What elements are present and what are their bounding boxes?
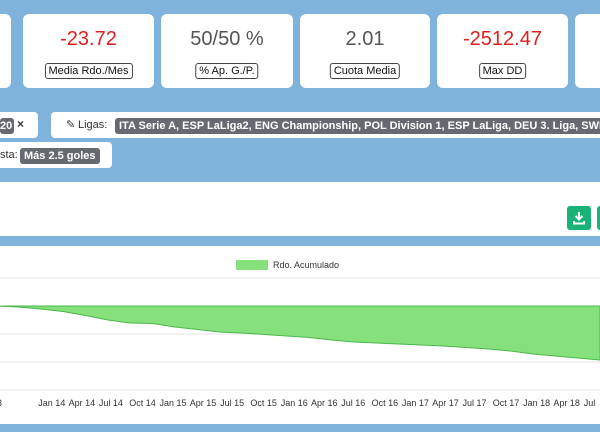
stat-card-media-rdo: -23.72 Media Rdo./Mes xyxy=(23,14,154,88)
pencil-icon[interactable]: ✎ xyxy=(66,119,76,131)
x-tick-label: Jul 15 xyxy=(220,398,244,408)
x-tick-label: Jan 14 xyxy=(38,398,65,408)
filter-chip: 20 xyxy=(0,118,15,134)
stat-label: Max DD xyxy=(478,63,527,79)
x-tick-label: Apr 18 xyxy=(553,398,580,408)
export-button[interactable] xyxy=(597,206,600,230)
area-series-rdo-acumulado xyxy=(0,305,600,361)
stat-value: -2512.47 xyxy=(463,28,542,50)
x-tick-label: Jan 15 xyxy=(160,398,187,408)
stat-card-cuota-media: 2.01 Cuota Media xyxy=(300,14,430,88)
stat-value: 2.01 xyxy=(345,28,385,50)
filter-chip-label: 20 xyxy=(0,120,13,132)
stat-card-partial-right xyxy=(575,14,600,88)
filter-apuesta[interactable]: sta: Más 2.5 goles xyxy=(0,142,112,168)
ligas-label: Ligas: xyxy=(78,119,108,131)
x-tick-label: 3 xyxy=(0,398,2,408)
stat-value: 50/50 % xyxy=(190,28,264,50)
legend-label: Rdo. Acumulado xyxy=(273,260,339,270)
stat-card-partial-left xyxy=(0,14,11,88)
x-tick-label: Jan 16 xyxy=(281,398,308,408)
ligas-chip: ITA Serie A, ESP LaLiga2, ENG Championsh… xyxy=(115,118,600,134)
stat-label: Cuota Media xyxy=(329,63,401,79)
download-button[interactable] xyxy=(567,206,591,230)
chart-toolbar-panel xyxy=(0,182,600,236)
stat-value: -23.72 xyxy=(60,28,117,50)
close-icon[interactable]: × xyxy=(17,117,25,131)
filter-ligas[interactable]: ✎ Ligas: ITA Serie A, ESP LaLiga2, ENG C… xyxy=(51,112,600,138)
apuesta-label: sta: xyxy=(0,149,18,161)
apuesta-chip: Más 2.5 goles xyxy=(20,148,100,164)
x-tick-label: Oct 15 xyxy=(250,398,277,408)
x-tick-label: Jan 18 xyxy=(523,398,550,408)
x-tick-label: Oct 17 xyxy=(493,398,520,408)
legend-swatch xyxy=(236,260,268,270)
x-tick-label: Apr 14 xyxy=(69,398,96,408)
x-tick-label: Jul 14 xyxy=(99,398,123,408)
x-tick-label: Apr 17 xyxy=(432,398,459,408)
stat-card-ap-gp: 50/50 % % Ap. G./P. xyxy=(161,14,293,88)
x-tick-label: Jul xyxy=(584,398,596,408)
stat-card-max-dd: -2512.47 Max DD xyxy=(437,14,568,88)
x-tick-label: Apr 15 xyxy=(190,398,217,408)
stat-label: % Ap. G./P. xyxy=(195,63,259,79)
x-tick-label: Oct 16 xyxy=(372,398,399,408)
filter-partial[interactable]: 20 × xyxy=(0,112,38,138)
x-tick-label: Jul 17 xyxy=(463,398,487,408)
x-tick-label: Oct 14 xyxy=(129,398,156,408)
stat-label: Media Rdo./Mes xyxy=(44,63,133,79)
x-tick-label: Jul 16 xyxy=(341,398,365,408)
download-icon xyxy=(573,212,585,225)
x-tick-label: Jan 17 xyxy=(402,398,429,408)
x-tick-label: Apr 16 xyxy=(311,398,338,408)
